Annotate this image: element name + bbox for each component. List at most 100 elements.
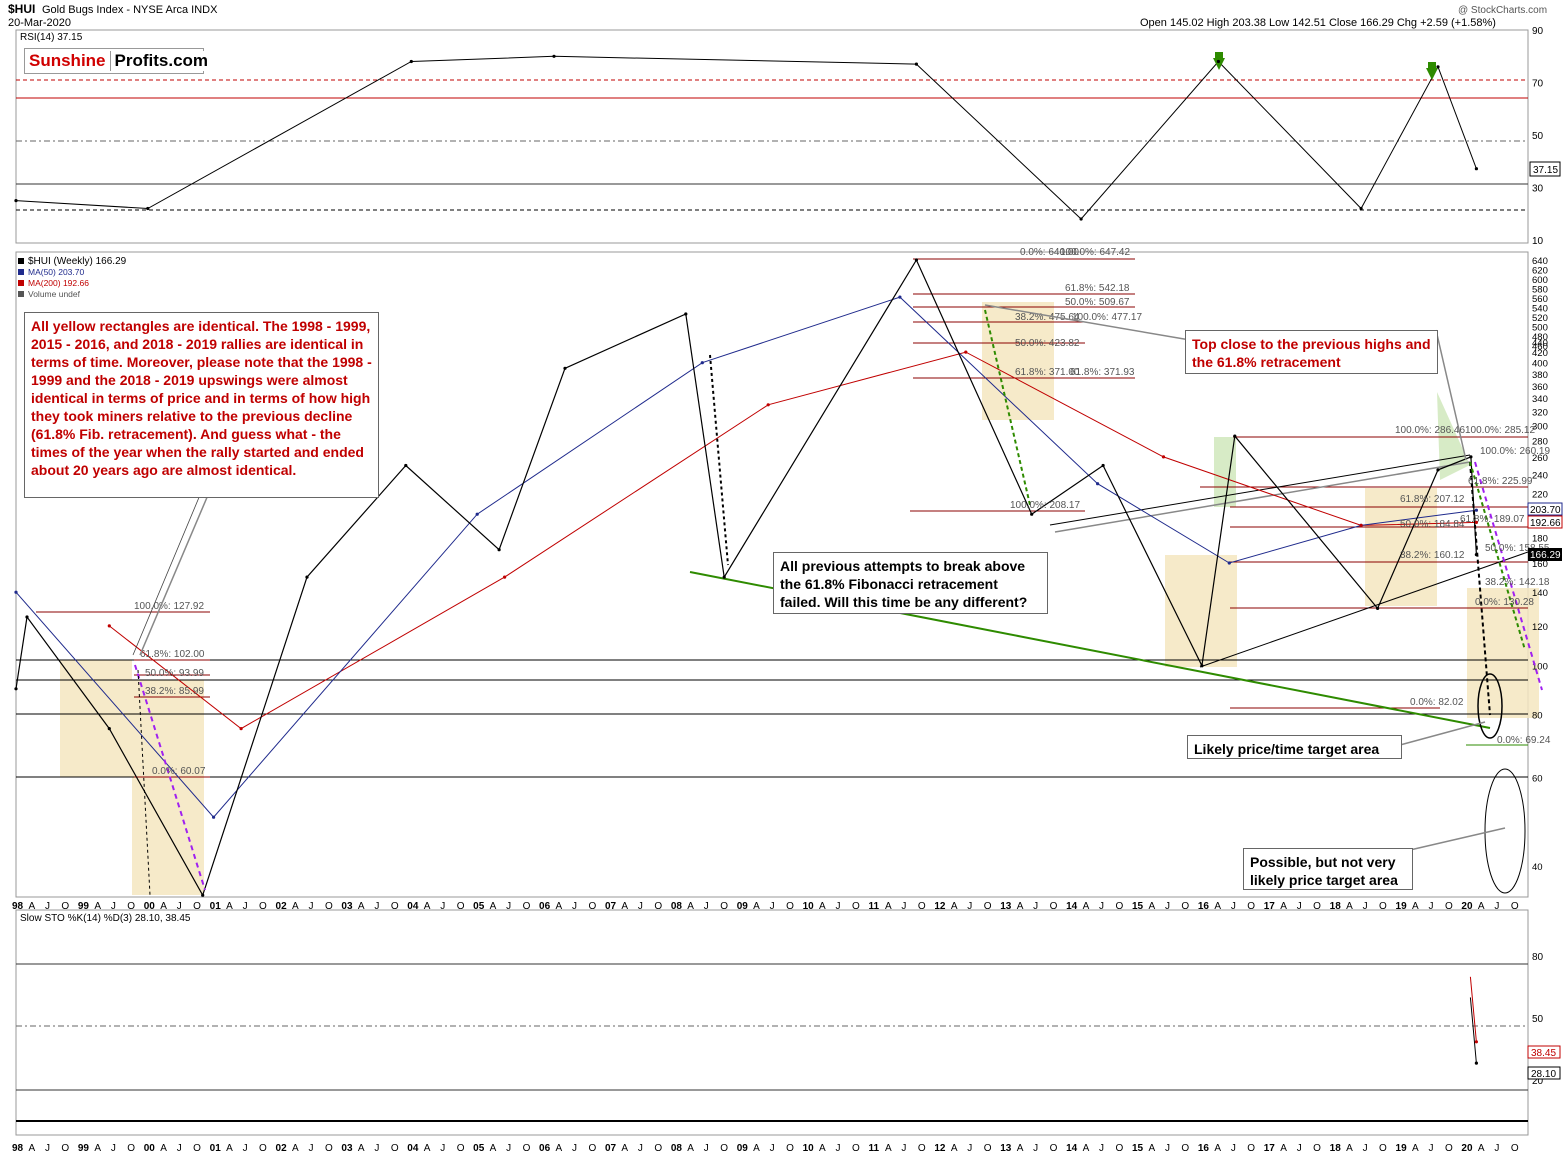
- x-price-label-77: A: [1280, 901, 1287, 912]
- fib-label-a1: 100.0%: 127.92: [134, 601, 204, 612]
- x-price-label-37: A: [621, 901, 628, 912]
- price-tick-440: 440: [1532, 338, 1548, 349]
- price-tick-40: 40: [1532, 862, 1543, 873]
- x-sto-label-30: J: [506, 1143, 511, 1154]
- sto-k-tag-value: 28.10: [1531, 1069, 1556, 1080]
- x-price-label-43: O: [720, 901, 728, 912]
- x-sto-label-27: O: [457, 1143, 465, 1154]
- x-sto-label-83: O: [1379, 1143, 1387, 1154]
- fib-label-b3: 50.0%: 509.67: [1065, 297, 1130, 308]
- header-date: 20-Mar-2020: [8, 17, 71, 29]
- x-sto-label-3: O: [61, 1143, 69, 1154]
- x-sto-label-34: J: [572, 1143, 577, 1154]
- legend-swatch-1: [18, 269, 24, 275]
- price-point-2-4: [964, 350, 968, 354]
- price-point-0-2: [107, 727, 111, 731]
- price-tick-360: 360: [1532, 382, 1548, 393]
- annotation-possible-text: Possible, but not very likely price targ…: [1250, 854, 1398, 888]
- ma200-tag: [1527, 515, 1563, 529]
- x-price-label-76: 17: [1264, 901, 1276, 912]
- x-price-label-59: O: [984, 901, 992, 912]
- fib-label-c10: 0.0%: 82.02: [1410, 697, 1464, 708]
- x-price-label-39: O: [654, 901, 662, 912]
- x-sto-label-13: A: [226, 1143, 233, 1154]
- x-price-label-51: O: [852, 901, 860, 912]
- rsi-axis: 90 70 50 30 10: [1532, 26, 1544, 247]
- price-point-0-8: [684, 312, 688, 316]
- price-tick-300: 300: [1532, 422, 1548, 433]
- price-point-1-0: [14, 590, 18, 594]
- x-sto-label-75: O: [1247, 1143, 1255, 1154]
- x-price-label-50: J: [836, 901, 841, 912]
- annotation-yellow-rectangles: All yellow rectangles are identical. The…: [24, 312, 379, 498]
- price-point-0-7: [563, 366, 567, 370]
- target-ellipse-possible: [1484, 768, 1526, 894]
- price-tick-640: 640: [1532, 256, 1548, 267]
- yellow-rect-2000: [132, 680, 204, 895]
- fib-label-c5: 50.0%: 184.84: [1400, 519, 1465, 530]
- x-sto-label-39: O: [654, 1143, 662, 1154]
- x-price-label-54: J: [901, 901, 906, 912]
- green-arrow-down-icon: [1213, 58, 1225, 70]
- x-price-label-45: A: [753, 901, 760, 912]
- x-sto-label-62: J: [1033, 1143, 1038, 1154]
- price-point-2-2: [503, 575, 507, 579]
- x-sto-label-85: A: [1412, 1143, 1419, 1154]
- price-tick-380: 380: [1532, 370, 1548, 381]
- x-sto-label-64: 14: [1066, 1143, 1078, 1154]
- rsi-point-7: [1359, 206, 1363, 211]
- sto-tick-50: 50: [1532, 1014, 1544, 1025]
- fib-label-c6: 38.2%: 160.12: [1400, 550, 1465, 561]
- price-point-2-5: [1161, 455, 1166, 459]
- header-symbol: $HUI: [8, 2, 35, 16]
- x-sto-label-89: A: [1478, 1143, 1485, 1154]
- price-tick-180: 180: [1532, 533, 1548, 544]
- sto-k-tag: [1527, 1066, 1561, 1080]
- x-sto-label-32: 06: [539, 1143, 551, 1154]
- fib-label-c8: 38.2%: 142.18: [1485, 577, 1550, 588]
- price-point-0-17: [1469, 455, 1473, 459]
- x-sto-label-4: 99: [78, 1143, 90, 1154]
- x-sto-label-48: 10: [803, 1143, 815, 1154]
- x-sto-label-35: O: [588, 1143, 596, 1154]
- x-sto-label-58: J: [967, 1143, 972, 1154]
- x-price-label-25: A: [424, 901, 431, 912]
- price-panel-frame: [15, 251, 1529, 898]
- x-sto-label-69: A: [1148, 1143, 1155, 1154]
- price-point-0-14: [1233, 434, 1237, 438]
- price-point-0-3: [201, 893, 205, 897]
- yellow-rect-2019: [1365, 488, 1437, 606]
- fib-label-b6: 61.8%: 371.00: [1015, 367, 1080, 378]
- price-tick-60: 60: [1532, 773, 1543, 784]
- fib-label-b7: 100.0%: 208.17: [1010, 500, 1080, 511]
- x-price-label-66: J: [1099, 901, 1104, 912]
- x-sto-label-68: 15: [1132, 1143, 1144, 1154]
- x-price-label-70: J: [1165, 901, 1170, 912]
- x-sto-label-15: O: [259, 1143, 267, 1154]
- x-sto-label-36: 07: [605, 1143, 617, 1154]
- x-sto-label-57: A: [951, 1143, 958, 1154]
- x-price-label-87: O: [1445, 901, 1453, 912]
- fib-label-c1r: 100.0%: 285.12: [1465, 425, 1535, 436]
- price-point-1-3: [700, 361, 704, 365]
- x-sto-label-77: A: [1280, 1143, 1287, 1154]
- price-point-0-0: [14, 687, 18, 691]
- annotation-top-close: Top close to the previous highs and the …: [1185, 330, 1438, 374]
- price-tick-80: 80: [1532, 711, 1543, 722]
- x-price-label-36: 07: [605, 901, 617, 912]
- rsi-label: RSI(14) 37.15: [20, 32, 83, 43]
- x-sto-label-2: J: [45, 1143, 50, 1154]
- x-price-label-81: A: [1346, 901, 1353, 912]
- x-price-label-12: 01: [210, 901, 222, 912]
- x-sto-label-38: J: [638, 1143, 643, 1154]
- fib-label-b1: 0.0%: 640.00: [1020, 247, 1079, 258]
- price-tag-value: 166.29: [1530, 550, 1561, 561]
- sto-axis: 80 50 20: [1532, 952, 1544, 1087]
- black-dashed-2020: [1469, 461, 1491, 716]
- x-price-label-65: A: [1083, 901, 1090, 912]
- x-price-label-8: 00: [144, 901, 156, 912]
- price-point-0-5: [404, 463, 408, 468]
- legend-entry-2: MA(200) 192.66: [28, 278, 89, 288]
- x-sto-label-82: J: [1363, 1143, 1368, 1154]
- series-points: [14, 54, 1478, 1065]
